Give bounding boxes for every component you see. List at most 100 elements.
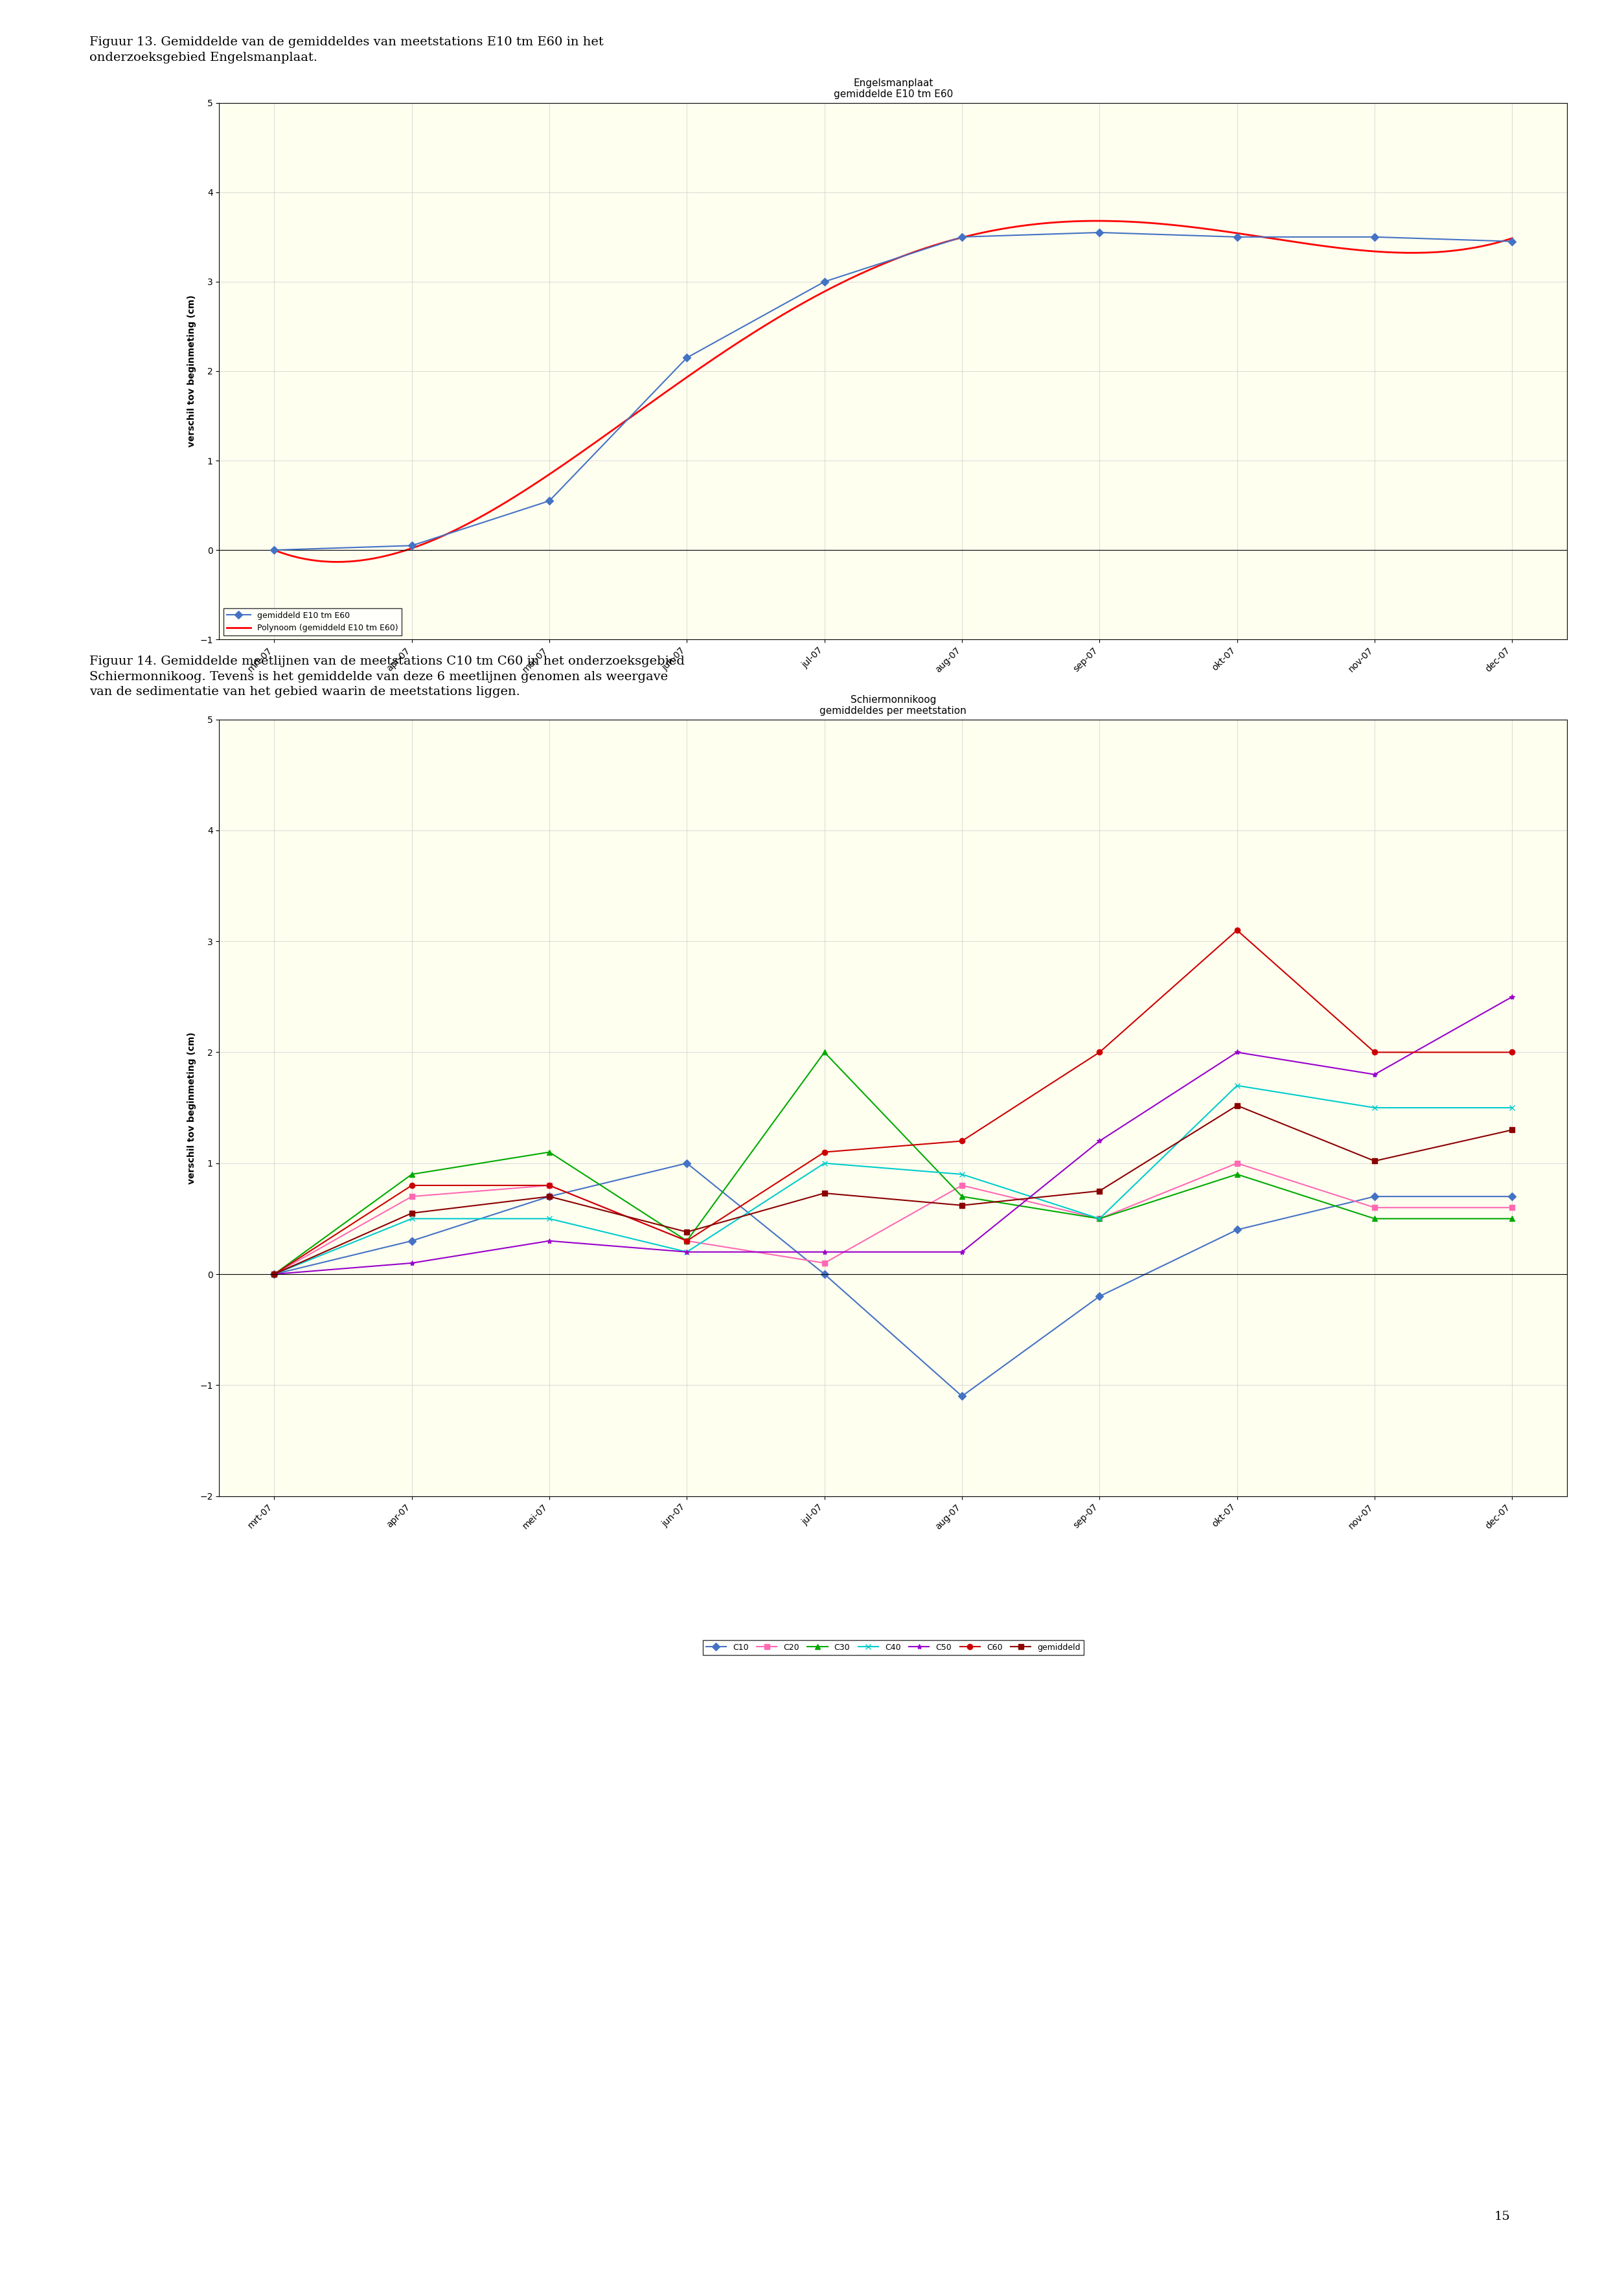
C10 (952, 1382, 971, 1409)
C50 (1090, 1128, 1109, 1156)
gemiddeld E10 tm E60 (677, 345, 697, 372)
Legend: C10, C20, C30, C40, C50, C60, gemiddeld: C10, C20, C30, C40, C50, C60, gemiddeld (703, 1640, 1083, 1654)
C50 (677, 1238, 697, 1265)
C10 (1090, 1284, 1109, 1311)
C50 (1502, 982, 1522, 1010)
C20 (265, 1261, 284, 1288)
Polynoom (gemiddeld E10 tm E60) (265, 537, 284, 564)
C60 (1502, 1039, 1522, 1067)
Y-axis label: verschil tov beginmeting (cm): verschil tov beginmeting (cm) (187, 1032, 197, 1183)
gemiddeld (265, 1261, 284, 1288)
C60 (1364, 1039, 1384, 1067)
Text: 15: 15 (1494, 2211, 1510, 2222)
C40 (1364, 1094, 1384, 1121)
C50 (403, 1249, 422, 1277)
Polynoom (gemiddeld E10 tm E60) (416, 530, 435, 557)
C30 (265, 1261, 284, 1288)
gemiddeld (1228, 1092, 1247, 1119)
Text: Figuur 13. Gemiddelde van de gemiddeldes van meetstations E10 tm E60 in het
onde: Figuur 13. Gemiddelde van de gemiddeldes… (89, 37, 604, 64)
C20 (952, 1172, 971, 1199)
C30 (952, 1183, 971, 1211)
C30 (1228, 1160, 1247, 1188)
C40 (677, 1238, 697, 1265)
C60 (952, 1128, 971, 1156)
Polynoom (gemiddeld E10 tm E60) (758, 311, 778, 338)
gemiddeld (677, 1217, 697, 1245)
C60 (815, 1137, 835, 1165)
C10 (265, 1261, 284, 1288)
C20 (1502, 1195, 1522, 1222)
gemiddeld (1090, 1176, 1109, 1204)
C60 (1228, 916, 1247, 943)
C30 (539, 1137, 559, 1165)
gemiddeld E10 tm E60 (539, 486, 559, 514)
C10 (1502, 1183, 1522, 1211)
Line: Polynoom (gemiddeld E10 tm E60): Polynoom (gemiddeld E10 tm E60) (274, 222, 1512, 562)
C10 (403, 1227, 422, 1254)
gemiddeld E10 tm E60 (1364, 224, 1384, 251)
C60 (677, 1227, 697, 1254)
C30 (1364, 1206, 1384, 1233)
C20 (1364, 1195, 1384, 1222)
Line: gemiddeld: gemiddeld (271, 1103, 1515, 1277)
gemiddeld (952, 1192, 971, 1220)
Polynoom (gemiddeld E10 tm E60) (1502, 224, 1522, 251)
Polynoom (gemiddeld E10 tm E60) (1171, 212, 1190, 240)
C40 (1228, 1071, 1247, 1099)
C20 (1228, 1149, 1247, 1176)
C50 (1228, 1039, 1247, 1067)
C20 (677, 1227, 697, 1254)
Line: C30: C30 (271, 1051, 1515, 1277)
Legend: gemiddeld E10 tm E60, Polynoom (gemiddeld E10 tm E60): gemiddeld E10 tm E60, Polynoom (gemiddel… (222, 608, 401, 635)
gemiddeld E10 tm E60 (1228, 224, 1247, 251)
C40 (952, 1160, 971, 1188)
C40 (403, 1206, 422, 1233)
gemiddeld E10 tm E60 (1502, 228, 1522, 256)
C20 (1090, 1206, 1109, 1233)
C50 (539, 1227, 559, 1254)
gemiddeld (1502, 1117, 1522, 1144)
C50 (265, 1261, 284, 1288)
gemiddeld E10 tm E60 (403, 532, 422, 560)
C60 (539, 1172, 559, 1199)
gemiddeld (815, 1179, 835, 1206)
C30 (1502, 1206, 1522, 1233)
C60 (265, 1261, 284, 1288)
gemiddeld (1364, 1147, 1384, 1174)
gemiddeld (403, 1199, 422, 1227)
Y-axis label: verschil tov beginmeting (cm): verschil tov beginmeting (cm) (187, 295, 197, 448)
Polynoom (gemiddeld E10 tm E60) (1046, 208, 1065, 235)
Line: C20: C20 (271, 1160, 1515, 1277)
Polynoom (gemiddeld E10 tm E60) (1086, 208, 1106, 235)
C40 (815, 1149, 835, 1176)
Polynoom (gemiddeld E10 tm E60) (1164, 212, 1184, 240)
C30 (1090, 1206, 1109, 1233)
Polynoom (gemiddeld E10 tm E60) (326, 548, 346, 576)
gemiddeld E10 tm E60 (265, 537, 284, 564)
C10 (677, 1149, 697, 1176)
Line: C50: C50 (271, 994, 1515, 1277)
Title: Schiermonnikoog
gemiddeldes per meetstation: Schiermonnikoog gemiddeldes per meetstat… (820, 694, 966, 715)
C10 (815, 1261, 835, 1288)
Line: gemiddeld E10 tm E60: gemiddeld E10 tm E60 (271, 231, 1515, 553)
C10 (1228, 1215, 1247, 1242)
C40 (1090, 1206, 1109, 1233)
C20 (403, 1183, 422, 1211)
Line: C40: C40 (271, 1083, 1515, 1277)
C50 (1364, 1060, 1384, 1087)
gemiddeld E10 tm E60 (952, 224, 971, 251)
C50 (952, 1238, 971, 1265)
gemiddeld E10 tm E60 (1090, 219, 1109, 247)
Title: Engelsmanplaat
gemiddelde E10 tm E60: Engelsmanplaat gemiddelde E10 tm E60 (833, 78, 953, 98)
C30 (815, 1039, 835, 1067)
C20 (815, 1249, 835, 1277)
C40 (539, 1206, 559, 1233)
gemiddeld (539, 1183, 559, 1211)
C40 (1502, 1094, 1522, 1121)
C20 (539, 1172, 559, 1199)
C60 (1090, 1039, 1109, 1067)
C30 (677, 1227, 697, 1254)
C40 (265, 1261, 284, 1288)
Line: C10: C10 (271, 1160, 1515, 1398)
C60 (403, 1172, 422, 1199)
